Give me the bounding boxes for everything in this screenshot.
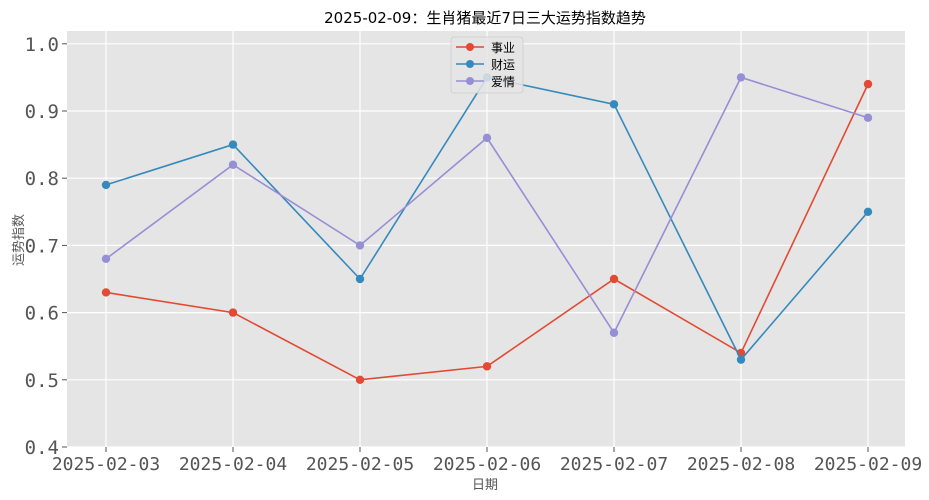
x-tick-label: 2025-02-07: [560, 454, 668, 475]
y-tick-label: 0.8: [25, 168, 59, 190]
x-tick-label: 2025-02-08: [687, 454, 795, 475]
data-point: [355, 375, 365, 384]
x-tick-label: 2025-02-04: [179, 454, 287, 475]
legend-swatch-marker: [466, 60, 474, 68]
series-2: [101, 73, 873, 337]
x-axis-label: 日期: [472, 478, 498, 493]
chart-title: 2025-02-09：生肖猪最近7日三大运势指数趋势: [324, 9, 646, 27]
data-point: [101, 288, 111, 297]
data-point: [228, 140, 238, 149]
data-point: [863, 207, 873, 216]
series-0: [101, 79, 873, 384]
plot-area: [67, 31, 905, 447]
x-tick-label: 2025-02-09: [814, 454, 922, 475]
data-point: [863, 79, 873, 89]
data-point: [101, 180, 111, 190]
legend-label: 事业: [491, 41, 515, 55]
data-point: [609, 274, 619, 284]
y-tick-label: 0.5: [25, 370, 59, 392]
data-point: [482, 133, 492, 143]
data-point: [355, 274, 365, 284]
x-tick-label: 2025-02-05: [306, 454, 414, 475]
data-point: [355, 241, 365, 250]
y-tick-label: 0.9: [25, 101, 59, 123]
data-point: [228, 160, 238, 169]
data-point: [228, 308, 238, 317]
y-tick-label: 0.7: [25, 235, 59, 257]
axis-ticks: 0.4 0.5 0.6 0.7 0.8 0.9 1.0 2025-02-03 2025-02-0…: [25, 34, 923, 475]
legend-swatch-marker: [466, 77, 474, 85]
data-point: [482, 362, 492, 371]
data-point: [736, 355, 746, 364]
x-tick-label: 2025-02-03: [52, 454, 160, 475]
data-point: [609, 328, 619, 337]
data-point: [101, 254, 111, 264]
legend-label: 财运: [491, 58, 515, 72]
legend-swatch-marker: [466, 43, 474, 51]
series-lines: [101, 73, 873, 384]
y-tick-label: 0.6: [25, 303, 59, 325]
data-point: [609, 100, 619, 109]
data-point: [863, 113, 873, 122]
y-tick-label: 0.4: [25, 437, 59, 459]
y-axis-label: 运势指数: [11, 214, 27, 266]
legend-label: 爱情: [491, 75, 515, 89]
data-point: [736, 73, 746, 82]
x-tick-label: 2025-02-06: [433, 454, 541, 475]
y-tick-label: 1.0: [25, 34, 59, 56]
